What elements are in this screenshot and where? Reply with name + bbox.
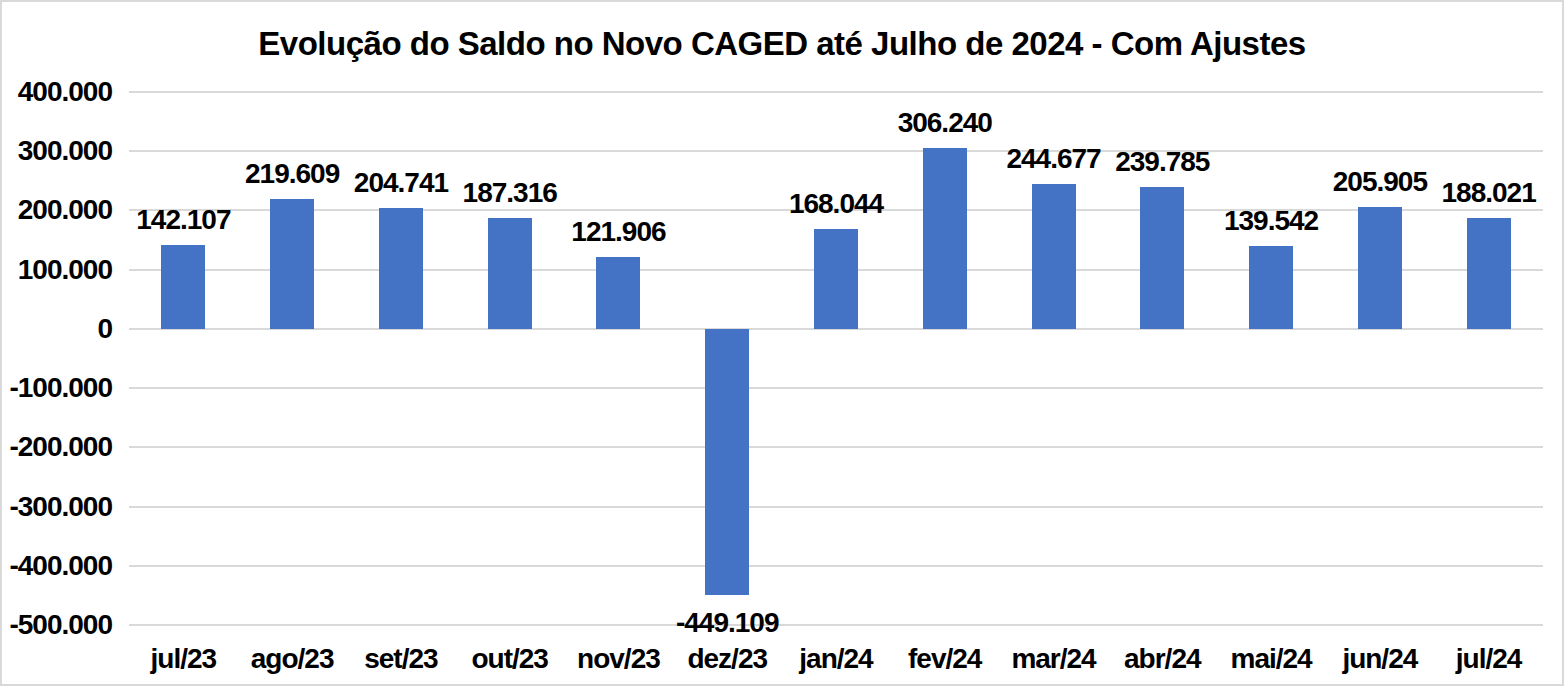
y-axis-tick-label: 300.000 xyxy=(2,136,112,166)
bar xyxy=(596,257,640,329)
y-axis-tick-label: 400.000 xyxy=(2,77,112,107)
x-axis-category-label: mai/24 xyxy=(1217,643,1326,675)
x-axis-category-label: nov/23 xyxy=(564,643,673,675)
y-axis-tick-label: -400.000 xyxy=(2,551,112,581)
bar xyxy=(1032,184,1076,329)
bar-value-label: 139.542 xyxy=(1186,206,1356,236)
bar xyxy=(270,199,314,329)
bar-value-label: -449.109 xyxy=(642,608,812,638)
x-axis-category-label: abr/24 xyxy=(1108,643,1217,675)
x-axis-category-label: jul/23 xyxy=(129,643,238,675)
y-axis-tick-label: -100.000 xyxy=(2,373,112,403)
bar-value-label: 168.044 xyxy=(751,189,921,219)
plot-area: 400.000 300.000 200.000 100.000 0 -100.000 -20… xyxy=(2,2,1562,684)
y-axis-tick-label: 100.000 xyxy=(2,255,112,285)
gridline xyxy=(129,565,1543,567)
bar-value-label: 239.785 xyxy=(1077,147,1247,177)
bar xyxy=(705,329,749,595)
bar xyxy=(1140,187,1184,329)
x-axis-category-label: mar/24 xyxy=(999,643,1108,675)
bar-value-label: 188.021 xyxy=(1404,178,1564,208)
x-axis-category-label: out/23 xyxy=(455,643,564,675)
bar xyxy=(1467,218,1511,329)
y-axis-tick-label: -300.000 xyxy=(2,492,112,522)
bar-value-label: 187.316 xyxy=(425,178,595,208)
y-axis-tick-label: 0 xyxy=(2,314,112,344)
bar xyxy=(1358,207,1402,329)
bar xyxy=(1249,246,1293,329)
bar xyxy=(379,208,423,329)
bar xyxy=(923,148,967,329)
y-axis-tick-label: -200.000 xyxy=(2,432,112,462)
bar xyxy=(814,229,858,329)
gridline xyxy=(129,506,1543,508)
gridline xyxy=(129,624,1543,626)
x-axis-category-label: jan/24 xyxy=(782,643,891,675)
x-axis-category-label: jun/24 xyxy=(1325,643,1434,675)
x-axis-category-label: jul/24 xyxy=(1434,643,1543,675)
bar xyxy=(161,245,205,329)
gridline xyxy=(129,150,1543,152)
x-axis-category-label: dez/23 xyxy=(673,643,782,675)
x-axis-category-label: set/23 xyxy=(347,643,456,675)
gridline xyxy=(129,446,1543,448)
y-axis-tick-label: 200.000 xyxy=(2,195,112,225)
bar-value-label: 121.906 xyxy=(533,217,703,247)
bar xyxy=(488,218,532,329)
gridline xyxy=(129,91,1543,93)
y-axis-tick-label: -500.000 xyxy=(2,610,112,640)
gridline xyxy=(129,387,1543,389)
bar-value-label: 142.107 xyxy=(98,205,268,235)
bar-chart: Evolução do Saldo no Novo CAGED até Julh… xyxy=(0,0,1564,686)
x-axis-category-label: fev/24 xyxy=(890,643,999,675)
bar-value-label: 306.240 xyxy=(860,108,1030,138)
x-axis-category-label: ago/23 xyxy=(238,643,347,675)
